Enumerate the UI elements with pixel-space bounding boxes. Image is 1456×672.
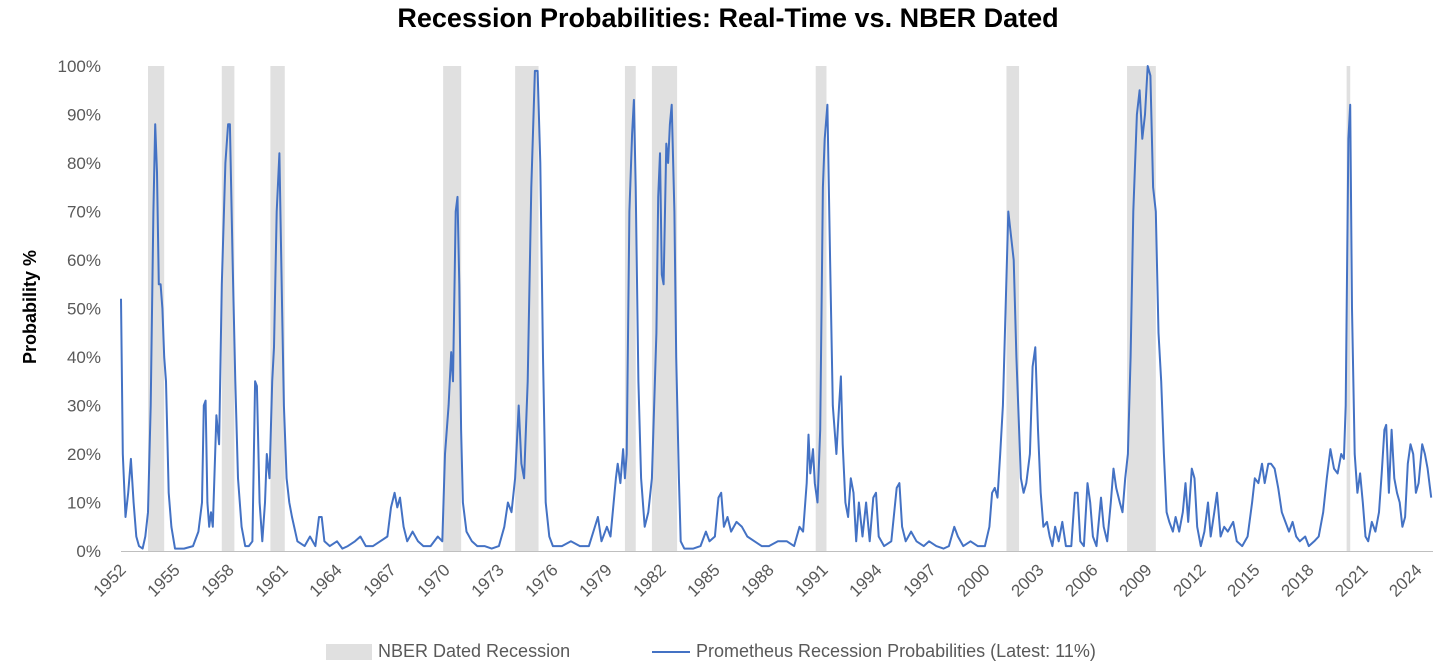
recession-band-3 — [443, 66, 462, 551]
legend-label-recession: NBER Dated Recession — [378, 641, 571, 661]
y-tick-label: 90% — [67, 106, 101, 125]
x-tick-label: 1961 — [252, 560, 292, 600]
x-tick-label: 1958 — [198, 560, 238, 600]
chart-title: Recession Probabilities: Real-Time vs. N… — [397, 3, 1059, 33]
x-tick-label: 2018 — [1277, 560, 1317, 600]
series-line-0 — [120, 65, 1433, 550]
x-tick-label: 2006 — [1061, 560, 1101, 600]
recession-band-5 — [624, 66, 636, 551]
legend-swatch-recession — [326, 643, 372, 660]
x-tick-label: 1964 — [306, 560, 346, 600]
x-tick-label: 2009 — [1115, 560, 1155, 600]
x-tick-label: 1982 — [630, 560, 670, 600]
x-tick-label: 2015 — [1223, 560, 1263, 600]
x-tick-label: 1976 — [522, 560, 562, 600]
y-tick-label: 80% — [67, 154, 101, 173]
x-tick-label: 1967 — [360, 560, 400, 600]
legend-item-recession: NBER Dated Recession — [326, 641, 570, 662]
y-tick-label: 20% — [67, 445, 101, 464]
x-tick-label: 2021 — [1331, 560, 1371, 600]
x-tick-label: 1991 — [792, 560, 832, 600]
x-tick-label: 1955 — [144, 560, 184, 600]
x-tick-label: 1994 — [846, 560, 886, 600]
x-tick-label: 2012 — [1169, 560, 1209, 600]
x-tick-label: 1997 — [900, 560, 940, 600]
y-tick-label: 0% — [76, 542, 101, 561]
legend-item-probabilities: Prometheus Recession Probabilities (Late… — [652, 641, 1096, 662]
y-tick-label: 70% — [67, 203, 101, 222]
y-tick-label: 10% — [67, 494, 101, 513]
y-tick-label: 40% — [67, 348, 101, 367]
y-tick-labels: 0% 10% 20% 30% 40% 50% 60% 70% 80% 90% 100% — [58, 57, 101, 561]
recession-band-8 — [1006, 66, 1020, 551]
x-tick-label: 1988 — [738, 560, 778, 600]
legend-label-probabilities: Prometheus Recession Probabilities (Late… — [696, 641, 1096, 661]
y-tick-label: 50% — [67, 300, 101, 319]
x-tick-label: 1970 — [414, 560, 454, 600]
y-axis-label: Probability % — [20, 250, 40, 364]
recession-bands — [147, 66, 1351, 551]
y-tick-label: 30% — [67, 397, 101, 416]
y-tick-label: 60% — [67, 251, 101, 270]
x-tick-label: 2003 — [1008, 560, 1048, 600]
recession-band-4 — [515, 66, 539, 551]
legend: NBER Dated Recession Prometheus Recessio… — [0, 641, 1456, 669]
recession-band-2 — [270, 66, 285, 551]
x-tick-label: 2024 — [1385, 560, 1425, 600]
x-tick-label: 1985 — [684, 560, 724, 600]
x-tick-label: 1979 — [576, 560, 616, 600]
x-tick-label: 1952 — [90, 560, 130, 600]
recession-band-10 — [1346, 66, 1351, 551]
y-tick-label: 100% — [58, 57, 101, 76]
x-tick-labels: 1952 1955 1958 1961 1964 1967 1970 1973 1976 1979… — [90, 560, 1426, 600]
series-lines — [120, 65, 1433, 550]
x-tick-label: 2000 — [954, 560, 994, 600]
legend-swatch-probabilities — [652, 650, 690, 653]
x-tick-label: 1973 — [468, 560, 508, 600]
chart-plot: 0%10%20%30%40%50%60%70%80%90%100% 1952 19… — [20, 57, 1433, 601]
recession-band-0 — [147, 66, 165, 551]
